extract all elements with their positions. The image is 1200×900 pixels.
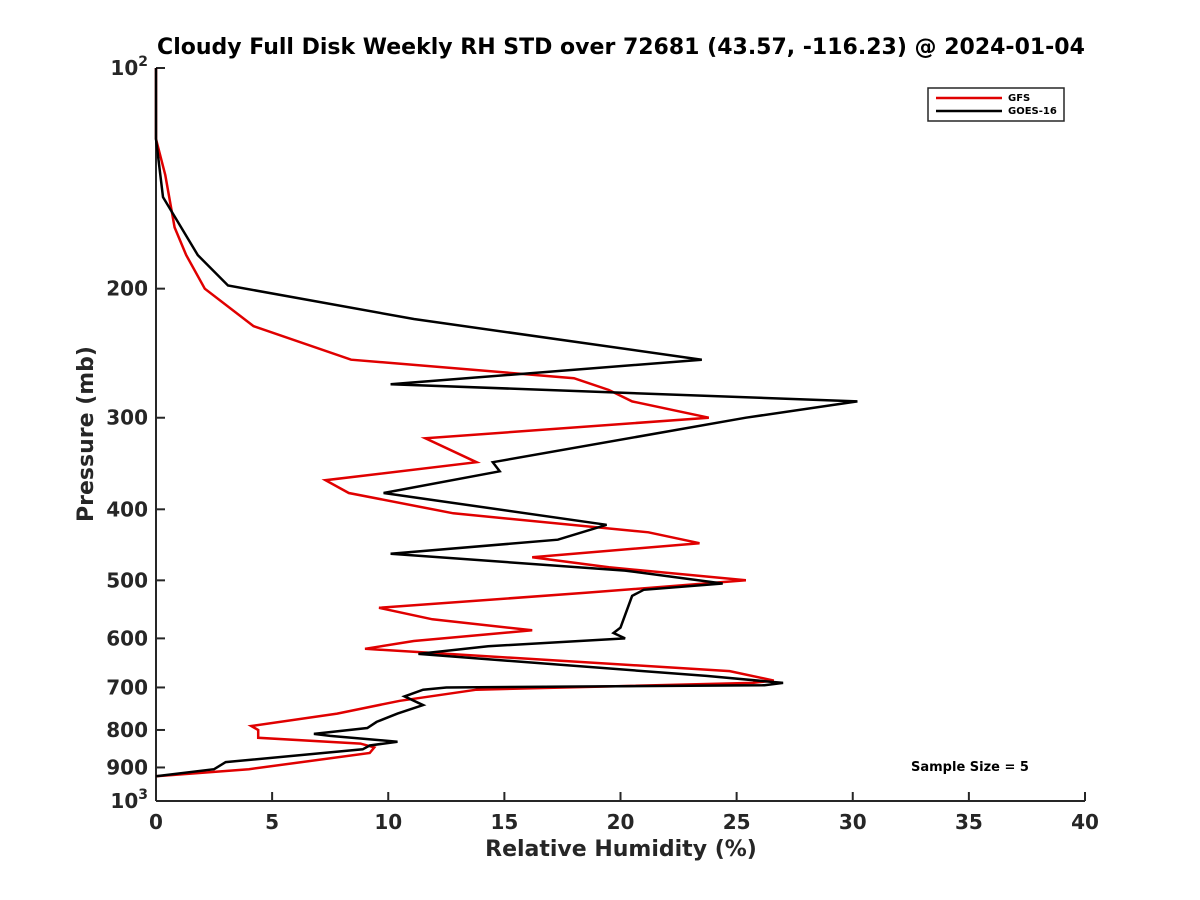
y-tick-label-2: 300 [106, 406, 148, 430]
y-axis-ticks: 102 200 300 400 500 600 700 800 900 103 [106, 54, 165, 813]
x-tick-label-2: 10 [374, 810, 402, 834]
x-tick-label-5: 25 [723, 810, 751, 834]
x-axis-label: Relative Humidity (%) [485, 837, 757, 862]
y-axis-label: Pressure (mb) [74, 346, 99, 522]
series-layer [154, 68, 858, 778]
y-tick-label-9: 103 [110, 787, 148, 813]
x-tick-label-0: 0 [149, 810, 163, 834]
y-tick-label-4: 500 [106, 568, 148, 592]
chart-title: Cloudy Full Disk Weekly RH STD over 7268… [157, 35, 1085, 60]
y-tick-label-5: 600 [106, 626, 148, 650]
series-line-goes16 [154, 68, 858, 778]
x-tick-label-8: 40 [1071, 810, 1099, 834]
x-tick-label-6: 30 [839, 810, 867, 834]
legend-label-goes16: GOES-16 [1008, 106, 1057, 117]
x-axis-ticks: 0 5 10 15 20 25 30 35 40 [149, 792, 1099, 834]
sample-size-annotation: Sample Size = 5 [911, 760, 1029, 775]
series-line-gfs [154, 68, 775, 778]
legend: GFS GOES-16 [927, 87, 1065, 122]
y-tick-label-3: 400 [106, 497, 148, 521]
y-tick-label-8: 900 [106, 755, 148, 779]
y-tick-label-1: 200 [106, 277, 148, 301]
legend-label-gfs: GFS [1008, 93, 1030, 104]
y-tick-label-0: 102 [110, 54, 148, 80]
plot-area: 0 5 10 15 20 25 30 35 40 102 200 300 400 500 600 700 80… [106, 54, 1099, 834]
x-tick-label-3: 15 [490, 810, 518, 834]
x-tick-label-4: 20 [607, 810, 635, 834]
x-tick-label-1: 5 [265, 810, 279, 834]
x-tick-label-7: 35 [955, 810, 983, 834]
y-tick-label-7: 800 [106, 718, 148, 742]
y-tick-label-6: 700 [106, 675, 148, 699]
legend-box [927, 87, 1065, 122]
